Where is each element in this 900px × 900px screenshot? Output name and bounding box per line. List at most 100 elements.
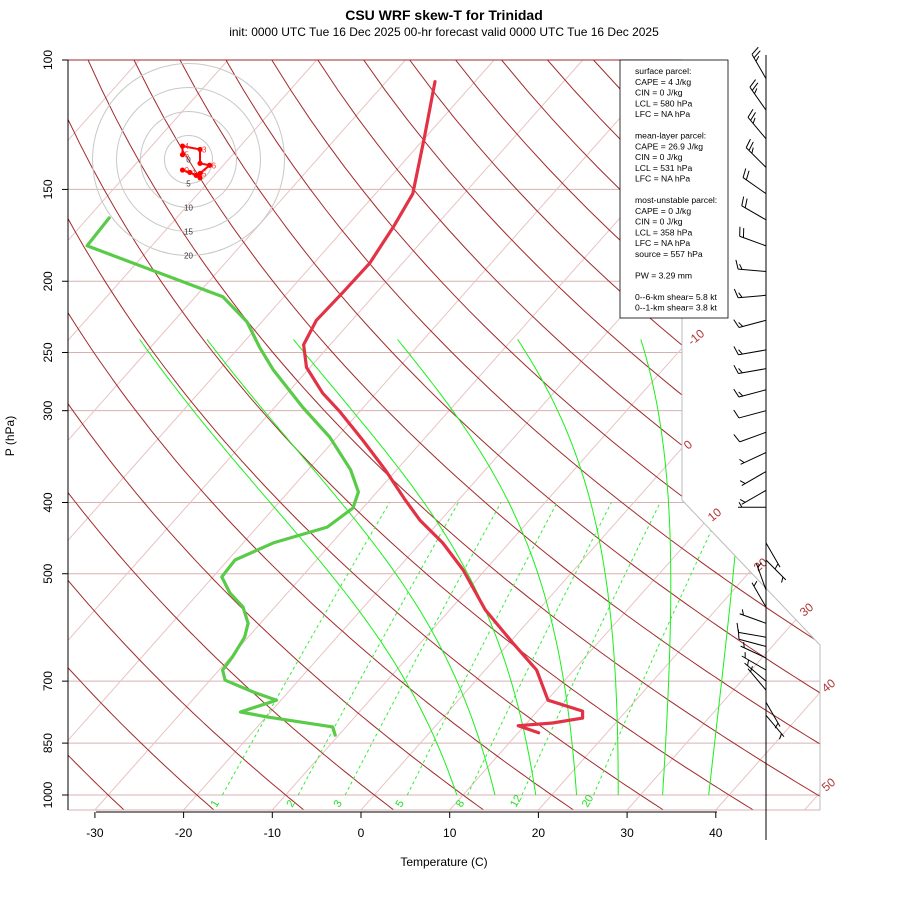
wind-barb-staff — [741, 655, 767, 671]
wind-barb-staff — [738, 410, 767, 419]
mixing-ratio-line — [297, 502, 459, 796]
dry-adiabat-line — [133, 60, 820, 810]
isotherm-label: 0 — [681, 437, 695, 452]
background-lines — [68, 60, 820, 810]
info-line: 0--6-km shear= 5.8 kt — [635, 292, 718, 302]
x-tick-label: 30 — [620, 826, 634, 840]
mixing-ratio-line — [406, 502, 558, 796]
wind-barb-feather — [750, 112, 756, 121]
wind-barb-feather — [753, 50, 761, 59]
wind-barb — [744, 659, 767, 682]
y-tick-label: 1000 — [41, 781, 55, 808]
x-tick-label: 20 — [532, 826, 546, 840]
isotherm-line — [715, 60, 820, 810]
info-line: surface parcel: — [635, 66, 691, 76]
wind-barb-feather — [737, 629, 740, 640]
isotherm-label: 10 — [705, 505, 724, 525]
moist-adiabat-line — [517, 339, 619, 795]
wind-barb-staff — [739, 613, 767, 624]
wind-barb — [742, 168, 767, 195]
isotherm-line — [68, 60, 140, 810]
wind-barb-staff — [744, 662, 767, 682]
wind-barb — [733, 364, 767, 375]
dry-adiabat-line — [225, 60, 820, 810]
hodograph-ring-label: 10 — [184, 204, 193, 213]
info-line: CAPE = 0 J/kg — [635, 206, 691, 216]
isotherm-label: 40 — [819, 676, 838, 696]
wind-barb-staff — [751, 54, 767, 79]
moist-adiabat-line — [139, 339, 458, 796]
x-axis-label: Temperature (C) — [400, 855, 487, 869]
info-line: CAPE = 26.9 J/kg — [635, 141, 703, 151]
wind-barb-feather — [738, 292, 743, 298]
wind-barb-staff — [738, 319, 767, 328]
x-tick-label: -10 — [264, 826, 282, 840]
y-tick-label: 400 — [41, 492, 55, 512]
isotherm-line — [538, 60, 820, 810]
hodograph-point — [193, 172, 199, 178]
info-line: CIN = 0 J/kg — [635, 217, 683, 227]
dewpoint-profile-line — [85, 216, 360, 737]
isotherm-line — [68, 60, 672, 810]
wind-barb-feather — [751, 147, 754, 154]
wind-barb-staff — [747, 668, 767, 691]
profiles — [85, 79, 585, 737]
mixing-ratio-line — [521, 502, 661, 796]
wind-barb-feather — [751, 46, 759, 55]
mixing-ratio-line — [221, 502, 390, 796]
mixing-ratio-label: 12 — [508, 793, 525, 810]
wind-barb — [737, 629, 767, 647]
info-line: CIN = 0 J/kg — [635, 152, 683, 162]
info-line: CIN = 0 J/kg — [635, 88, 683, 98]
wind-barb — [733, 409, 767, 419]
wind-barb-feather — [744, 198, 748, 208]
dry-adiabat-line — [68, 60, 215, 810]
info-line: LCL = 580 hPa — [635, 98, 692, 108]
wind-barb — [733, 431, 767, 443]
wind-barb-staff — [738, 631, 767, 638]
hodograph-point — [197, 160, 203, 166]
isotherm-line — [68, 60, 229, 810]
dry-adiabat-line — [87, 60, 820, 810]
hodograph-point-label: 4 — [185, 142, 190, 151]
hodograph-point — [179, 152, 186, 158]
wind-barb-feather — [750, 666, 753, 672]
wind-barb-feather — [738, 368, 743, 374]
mixing-ratio-line — [467, 502, 612, 796]
wind-barb-feather — [739, 263, 743, 270]
dry-adiabat-line — [68, 60, 395, 810]
hodograph-point — [179, 167, 186, 173]
wind-barb-feather — [738, 502, 743, 508]
wind-barb — [751, 580, 767, 608]
y-tick-label: 700 — [41, 671, 55, 691]
dry-adiabat-line — [68, 60, 575, 810]
dry-adiabat-line — [68, 60, 485, 810]
isotherm-label: 30 — [797, 600, 816, 620]
wind-barb-feather — [735, 259, 739, 270]
wind-barb-feather — [733, 434, 741, 443]
wind-barb — [741, 652, 767, 671]
wind-barb — [741, 196, 767, 221]
moist-adiabat-line — [206, 339, 496, 796]
dry-adiabat-line — [68, 60, 665, 810]
y-tick-label: 150 — [41, 179, 55, 199]
hodograph-point — [207, 162, 213, 168]
wind-barb — [739, 226, 767, 247]
wind-barb-feather — [741, 609, 744, 616]
y-tick-label: 250 — [41, 342, 55, 362]
mixing-ratio-label: 1 — [209, 798, 222, 809]
info-box-frame — [619, 59, 729, 319]
wind-barb-feather — [733, 409, 740, 419]
x-tick-label: -30 — [86, 826, 104, 840]
chart-title: CSU WRF skew-T for Trinidad — [345, 7, 543, 23]
hodograph-point — [179, 143, 186, 149]
wind-barb-feather — [774, 563, 779, 570]
wind-barb — [740, 641, 767, 659]
wind-barb-staff — [741, 205, 767, 221]
wind-barb — [751, 46, 767, 79]
wind-barb-feather — [738, 349, 743, 355]
info-line: CAPE = 4 J/kg — [635, 77, 691, 87]
wind-barb — [747, 666, 767, 691]
wind-barb — [733, 346, 767, 356]
